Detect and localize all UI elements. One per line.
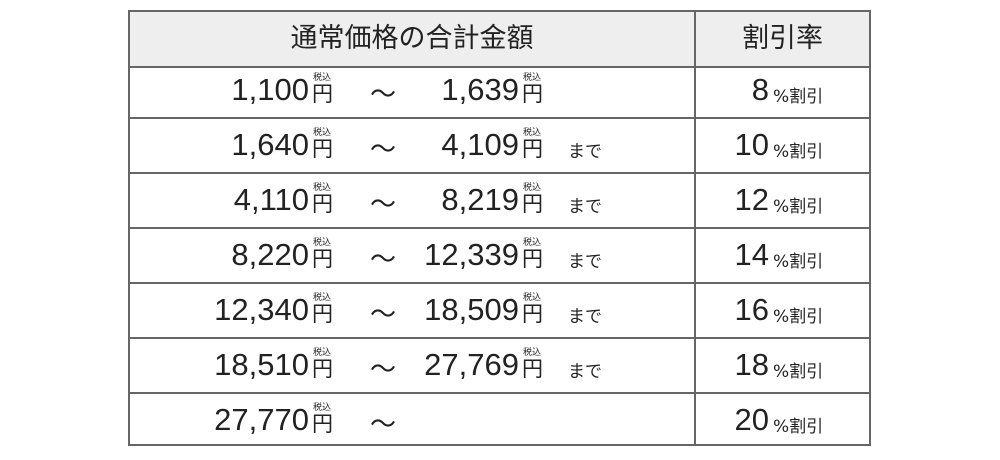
discount-rate: 8 [751,72,769,107]
yen-unit: 円 [522,247,543,271]
price-to: 27,769 [424,347,519,382]
price-from: 12,340 [214,292,309,327]
range-tilde: ～ [370,190,397,220]
yen-unit: 円 [312,247,333,271]
table-row: 8,220 税込 円 ～ 12,339 税込 円 まで 14 %割引 [130,229,869,284]
tax-included-label: 税込 [313,183,332,193]
tax-included-label: 税込 [523,348,542,358]
tax-included-label: 税込 [523,183,542,193]
tax-included-label: 税込 [313,128,332,138]
discount-rate: 10 [734,127,769,162]
price-to: 18,509 [424,292,519,327]
discount-rate: 12 [734,182,769,217]
column-divider [694,12,696,444]
until-label: まで [568,197,602,217]
range-tilde: ～ [370,245,397,275]
until-label: まで [568,252,602,272]
discount-rate: 16 [734,292,769,327]
price-to: 1,639 [441,72,519,107]
range-tilde: ～ [370,135,397,165]
range-tilde: ～ [370,300,397,330]
yen-unit: 円 [522,192,543,216]
yen-unit: 円 [522,357,543,381]
price-from: 1,100 [231,72,309,107]
table-row: 12,340 税込 円 ～ 18,509 税込 円 まで 16 %割引 [130,284,869,339]
table-row: 4,110 税込 円 ～ 8,219 税込 円 まで 12 %割引 [130,174,869,229]
range-tilde: ～ [370,80,397,110]
discount-rate: 20 [734,402,769,437]
discount-rate: 18 [734,347,769,382]
price-from: 27,770 [214,402,309,437]
tax-included-label: 税込 [313,238,332,248]
tax-included-label: 税込 [313,73,332,83]
table-row: 1,100 税込 円 ～ 1,639 税込 円 8 %割引 [130,64,869,119]
price-to: 8,219 [441,182,519,217]
table-row: 27,770 税込 円 ～ 20 %割引 [130,394,869,449]
until-label: まで [568,142,602,162]
yen-unit: 円 [312,82,333,106]
header-price-range: 通常価格の合計金額 [290,23,534,54]
tax-included-label: 税込 [523,73,542,83]
yen-unit: 円 [522,302,543,326]
yen-unit: 円 [312,192,333,216]
yen-unit: 円 [312,137,333,161]
table-row: 18,510 税込 円 ～ 27,769 税込 円 まで 18 %割引 [130,339,869,394]
percent-off-label: %割引 [773,197,824,217]
header-discount-rate: 割引率 [742,23,823,54]
discount-rate: 14 [734,237,769,272]
price-from: 4,110 [233,182,309,217]
yen-unit: 円 [312,357,333,381]
percent-off-label: %割引 [773,362,824,382]
until-label: まで [568,307,602,327]
percent-off-label: %割引 [773,252,824,272]
percent-off-label: %割引 [773,307,824,327]
discount-table: 通常価格の合計金額 割引率 1,100 税込 円 ～ 1,639 税込 円 8 %割… [128,10,871,446]
percent-off-label: %割引 [773,417,824,437]
yen-unit: 円 [312,302,333,326]
tax-included-label: 税込 [523,238,542,248]
percent-off-label: %割引 [773,87,824,107]
tax-included-label: 税込 [313,293,332,303]
until-label: まで [568,362,602,382]
table-row: 1,640 税込 円 ～ 4,109 税込 円 まで 10 %割引 [130,119,869,174]
price-from: 8,220 [231,237,309,272]
yen-unit: 円 [312,412,333,436]
range-tilde: ～ [370,410,397,440]
price-to: 12,339 [424,237,519,272]
tax-included-label: 税込 [523,128,542,138]
yen-unit: 円 [522,82,543,106]
price-to: 4,109 [441,127,519,162]
percent-off-label: %割引 [773,142,824,162]
range-tilde: ～ [370,355,397,385]
tax-included-label: 税込 [313,403,332,413]
tax-included-label: 税込 [523,293,542,303]
price-from: 18,510 [214,347,309,382]
price-from: 1,640 [231,127,309,162]
tax-included-label: 税込 [313,348,332,358]
yen-unit: 円 [522,137,543,161]
table-header: 通常価格の合計金額 割引率 [130,12,869,68]
